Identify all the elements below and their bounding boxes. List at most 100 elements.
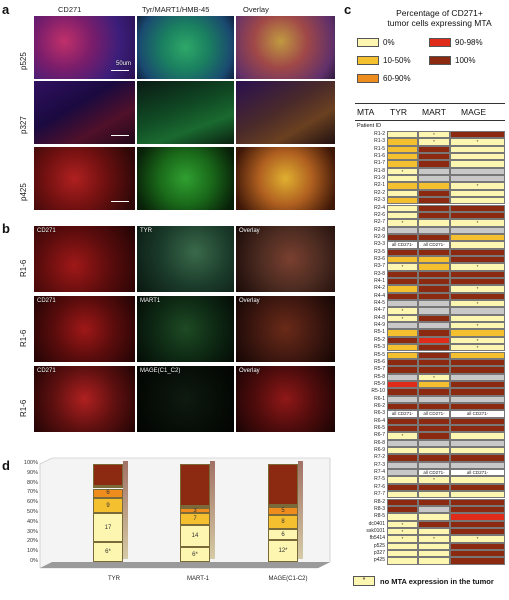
table-row: R2-1 * <box>355 182 505 190</box>
table-cell <box>418 292 450 301</box>
table-cell <box>450 145 505 154</box>
table-cell <box>387 211 418 220</box>
table-cell <box>450 366 505 374</box>
y-tick-label: 40% <box>26 518 38 525</box>
table-cell: all CD271- <box>387 241 418 249</box>
table-cell <box>418 270 450 278</box>
table-cell: * <box>450 336 505 345</box>
table-cell <box>450 248 505 256</box>
table-cell <box>418 425 450 433</box>
panel-a-col-title-tyr: Tyr/MART1/HMB-45 <box>142 5 210 14</box>
table-row: R5-5 <box>355 351 505 359</box>
table-cell <box>387 255 418 264</box>
table-cell <box>418 145 450 154</box>
table-cell <box>418 255 450 264</box>
patient-id: R3-7 <box>374 263 385 270</box>
table-row: R2-8 <box>355 226 505 234</box>
patient-id: R1-6 <box>374 153 385 160</box>
table-cell <box>387 513 418 521</box>
table-row: R3-3 all CD271- all CD271- <box>355 241 505 249</box>
table-cell <box>387 278 418 286</box>
table-cell <box>418 322 450 330</box>
patient-id: R3-5 <box>374 248 385 255</box>
table-cell <box>450 307 505 315</box>
table-row: R5-10 <box>355 388 505 396</box>
table-row: fb5414 * * * <box>355 535 505 543</box>
micrograph-b3-overlay: Overlay <box>236 366 335 432</box>
patient-id: R4-4 <box>374 292 385 299</box>
patient-id: R6-7 <box>374 432 385 439</box>
table-cell <box>387 233 418 242</box>
bar-side <box>123 461 128 559</box>
table-cell <box>387 145 418 154</box>
legend-label-2: 60-90% <box>383 74 411 83</box>
table-cell <box>387 483 418 492</box>
table-cell <box>418 491 450 499</box>
table-cell <box>450 351 505 359</box>
table-cell <box>450 175 505 183</box>
table-cell: * <box>450 285 505 293</box>
table-row: R1-5 <box>355 145 505 154</box>
table-cell <box>450 226 505 234</box>
patient-id: R5-1 <box>374 329 385 336</box>
table-cell: * <box>418 535 450 543</box>
y-tick-label: 10% <box>26 548 38 555</box>
table-cell: * <box>387 432 418 440</box>
table-row: R4-1 <box>355 278 505 286</box>
table-row: R1-9 <box>355 175 505 183</box>
patient-id: R7-2 <box>374 454 385 461</box>
table-cell <box>387 131 418 139</box>
table-cell <box>387 505 418 514</box>
patient-id: p525 <box>373 542 385 549</box>
legend-swatch-0 <box>357 38 379 47</box>
footnote-text: no MTA expression in the tumor <box>380 577 494 586</box>
table-cell <box>450 160 505 168</box>
table-cell <box>418 454 450 462</box>
table-cell: all CD271- <box>418 469 450 477</box>
table-cell <box>450 454 505 462</box>
panel-label-d: d <box>2 458 10 473</box>
tile-label: Overlay <box>239 368 260 374</box>
table-cell <box>387 447 418 455</box>
table-cell: * <box>387 527 418 536</box>
table-cell <box>418 439 450 448</box>
patient-id: R5-7 <box>374 366 385 373</box>
patient-id: R2-6 <box>374 211 385 218</box>
table-cell: * <box>418 138 450 146</box>
table-cell <box>418 498 450 506</box>
patient-id: R2-9 <box>374 233 385 240</box>
patient-id: R2-3 <box>374 197 385 204</box>
bar-segment: 6 <box>93 488 123 499</box>
patient-id: R5-9 <box>374 380 385 387</box>
patient-id: R8-5 <box>374 513 385 520</box>
table-cell <box>450 197 505 205</box>
panel-label-b: b <box>2 221 10 236</box>
bar-segment <box>268 464 298 506</box>
table-cell: * <box>387 535 418 543</box>
table-cell <box>387 351 418 359</box>
bar-segment <box>268 505 298 508</box>
table-cell <box>418 549 450 558</box>
bar-segment: 12* <box>268 540 298 562</box>
table-cell <box>387 138 418 146</box>
table-cell <box>387 454 418 462</box>
table-cell <box>387 292 418 301</box>
table-cell <box>387 557 418 565</box>
patient-id: R7-4 <box>374 469 385 476</box>
bar-segment: 9 <box>93 498 123 513</box>
panel-c-title-line1: Percentage of CD271+ <box>396 8 483 18</box>
table-row: R7-6 <box>355 483 505 492</box>
patient-id: R1-9 <box>374 175 385 182</box>
bar-segment: 7 <box>180 513 210 525</box>
tile-label: CD271 <box>37 368 56 374</box>
patient-id: R7-3 <box>374 461 385 468</box>
micrograph-b1-cd271: CD271 <box>34 226 135 292</box>
table-row: R1-7 <box>355 160 505 168</box>
table-row: R5-1 <box>355 329 505 337</box>
patient-id: ssk0101 <box>366 527 385 534</box>
table-cell <box>418 307 450 315</box>
patient-id: R8-2 <box>374 498 385 505</box>
table-cell <box>387 388 418 396</box>
table-cell <box>387 358 418 367</box>
bar-segment: 3 <box>180 508 210 514</box>
